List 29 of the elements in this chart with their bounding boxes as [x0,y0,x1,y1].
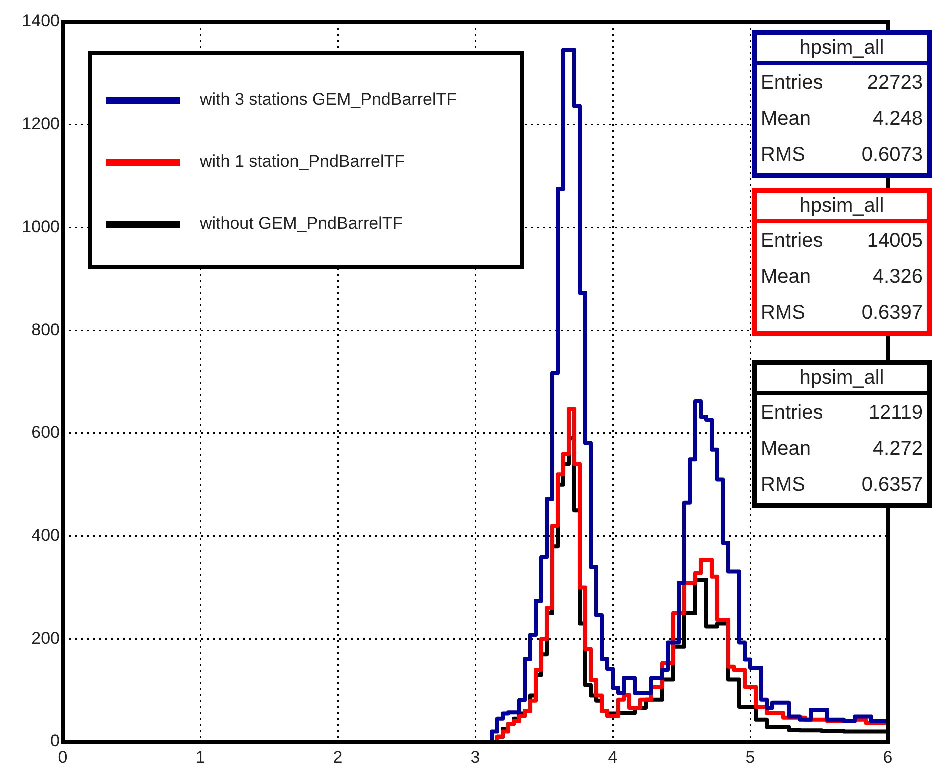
legend-label: with 3 stations GEM_PndBarrelTF [200,90,457,110]
text: Mean 4.248 [761,108,923,130]
x-tick-label: 1 [196,748,206,767]
annotation: hpsim_all [757,193,927,223]
text: Entries 12119 [761,402,923,424]
y-tick-label: 600 [32,423,60,442]
x-tick-label: 4 [608,748,618,767]
x-tick-label: 5 [746,748,756,767]
annotation: hpsim_all [757,35,927,65]
text: Entries 22723 [761,72,923,94]
annotation: hpsim_all [757,365,927,395]
y-tick-label: 0 [50,732,60,751]
y-tick-label: 1000 [22,217,60,236]
x-tick-label: 3 [470,748,480,767]
legend-label: without GEM_PndBarrelTF [200,214,404,234]
text: Mean 4.326 [761,266,923,288]
y-tick-label: 400 [32,526,60,545]
legend-label: with 1 station_PndBarrelTF [200,152,406,172]
text: RMS 0.6397 [761,302,923,324]
text: RMS 0.6073 [761,144,923,166]
y-tick-label: 1200 [22,114,60,134]
y-tick-label: 1400 [22,12,60,31]
text: Entries 14005 [761,230,923,252]
text: Mean 4.272 [761,438,923,460]
text: RMS 0.6357 [761,474,923,496]
x-tick-label: 6 [883,748,893,767]
y-tick-label: 800 [32,320,60,340]
y-tick-label: 200 [32,628,60,648]
x-tick-label: 2 [333,748,343,767]
